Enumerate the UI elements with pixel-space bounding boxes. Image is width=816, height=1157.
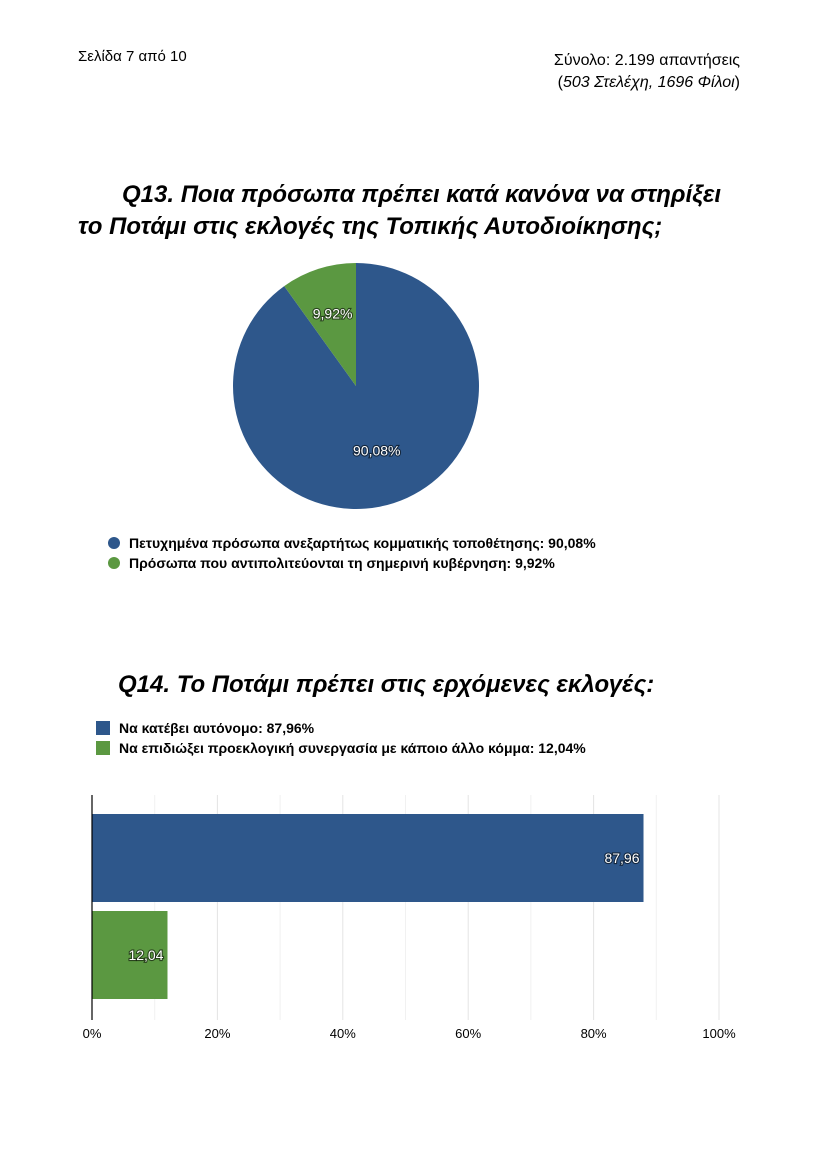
x-tick-label-1: 20% bbox=[204, 1026, 230, 1041]
bar-1 bbox=[92, 911, 168, 999]
pie-label-1: 9,92% bbox=[313, 305, 353, 321]
q14-legend-item-0: Να κατέβει αυτόνομο: 87,96% bbox=[96, 718, 586, 738]
q13-title-text: Ποια πρόσωπα πρέπει κατά κανόνα να στηρί… bbox=[78, 181, 722, 240]
total-responses: Σύνολο: 2.199 απαντήσεις bbox=[553, 52, 740, 69]
pie-slice-1 bbox=[284, 263, 356, 386]
q14-title-prefix: Q14. bbox=[118, 671, 171, 698]
q14-legend-marker-1 bbox=[96, 741, 110, 755]
q13-legend: Πετυχημένα πρόσωπα ανεξαρτήτως κομματική… bbox=[108, 533, 596, 573]
bar-label-0: 87,96 bbox=[604, 850, 639, 866]
q14-legend-label-1: Να επιδιώξει προεκλογική συνεργασία με κ… bbox=[119, 740, 586, 756]
response-totals: Σύνολο: 2.199 απαντήσεις (503 Στελέχη, 1… bbox=[554, 50, 740, 94]
breakdown-text: 503 Στελέχη, 1696 Φίλοι bbox=[562, 74, 735, 91]
x-tick-label-0: 0% bbox=[83, 1026, 102, 1041]
q13-legend-item-1: Πρόσωπα που αντιπολιτεύονται τη σημερινή… bbox=[108, 553, 596, 573]
x-tick-label-5: 100% bbox=[702, 1026, 736, 1041]
q13-title-prefix: Q13. bbox=[122, 181, 175, 208]
x-tick-label-2: 40% bbox=[330, 1026, 356, 1041]
responses-breakdown: (503 Στελέχη, 1696 Φίλοι) bbox=[554, 72, 740, 94]
q13-title: Q13. Ποια πρόσωπα πρέπει κατά κανόνα να … bbox=[78, 179, 738, 243]
q14-legend-marker-0 bbox=[96, 721, 110, 735]
bar-0 bbox=[92, 814, 644, 902]
bar-label-1: 12,04 bbox=[128, 947, 163, 963]
q13-legend-marker-1 bbox=[108, 557, 120, 569]
q14-legend: Να κατέβει αυτόνομο: 87,96% Να επιδιώξει… bbox=[96, 718, 586, 758]
q14-legend-label-0: Να κατέβει αυτόνομο: 87,96% bbox=[119, 720, 315, 736]
x-tick-label-4: 80% bbox=[581, 1026, 607, 1041]
breakdown-open: ( bbox=[557, 74, 563, 91]
q13-legend-label-1: Πρόσωπα που αντιπολιτεύονται τη σημερινή… bbox=[129, 555, 555, 571]
page-number: Σελίδα 7 από 10 bbox=[78, 48, 187, 65]
pie-label-0: 90,08% bbox=[353, 442, 400, 458]
q14-legend-item-1: Να επιδιώξει προεκλογική συνεργασία με κ… bbox=[96, 738, 586, 758]
x-tick-label-3: 60% bbox=[455, 1026, 481, 1041]
breakdown-close: ) bbox=[734, 74, 740, 91]
q13-legend-item-0: Πετυχημένα πρόσωπα ανεξαρτήτως κομματική… bbox=[108, 533, 596, 553]
q13-legend-label-0: Πετυχημένα πρόσωπα ανεξαρτήτως κομματική… bbox=[129, 535, 596, 551]
q14-title-text: Το Ποτάμι πρέπει στις ερχόμενες εκλογές: bbox=[176, 671, 655, 698]
q14-title: Q14. Το Ποτάμι πρέπει στις ερχόμενες εκλ… bbox=[118, 669, 738, 701]
q13-legend-marker-0 bbox=[108, 537, 120, 549]
